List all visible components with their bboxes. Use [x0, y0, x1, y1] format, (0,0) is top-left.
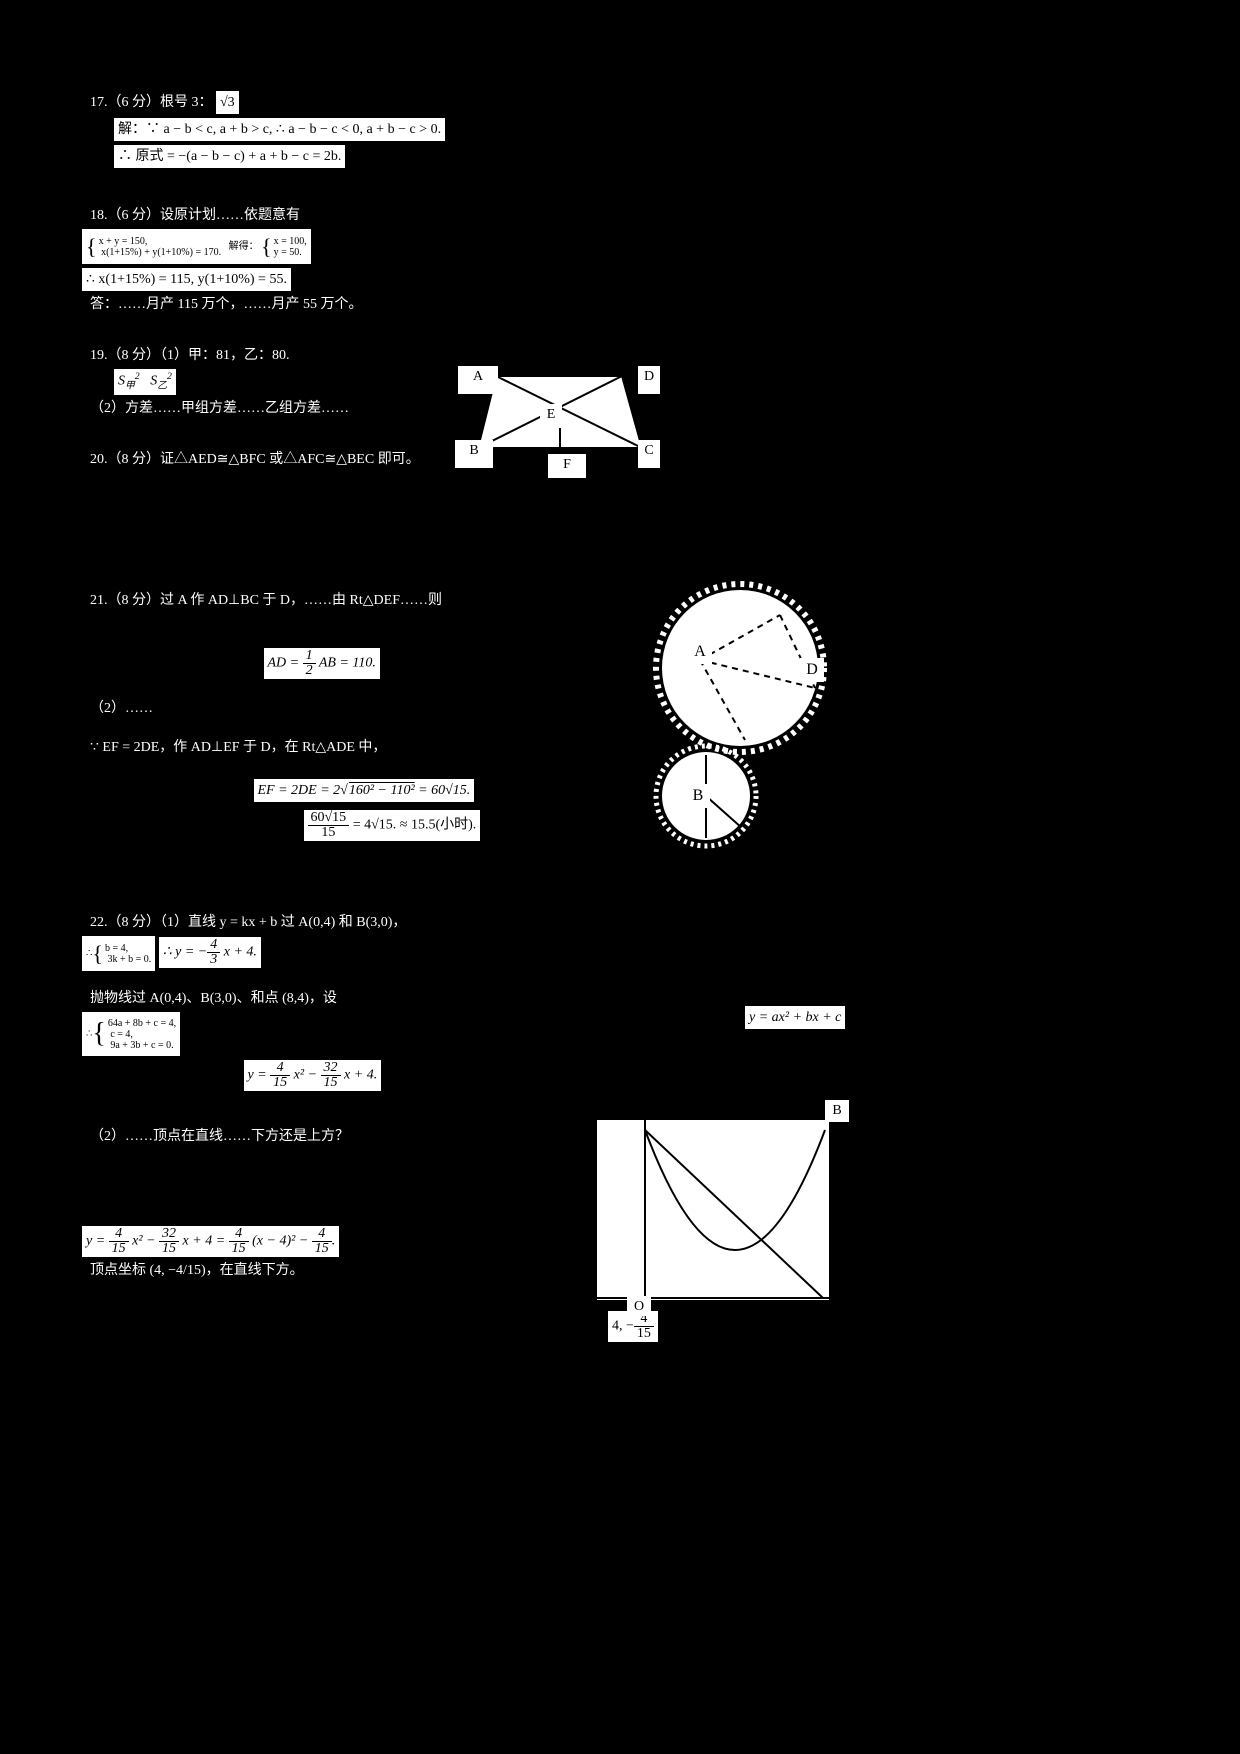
label-E: E [540, 404, 562, 428]
gear-label-D: D [800, 658, 824, 682]
p18-result: ∴ x(1+15%) = 115, y(1+10%) = 55. [82, 268, 291, 291]
p18-answer: 答：……月产 115 万个，……月产 55 万个。 [90, 294, 830, 315]
gear-label-A: A [688, 640, 712, 664]
p17-header: 17.（6 分）根号 3： √3 [90, 90, 830, 115]
figure-trapezoid: A D E B F C [458, 370, 658, 480]
p22-sys2: ∴{64a + 8b + c = 4, c = 4, 9a + 3b + c =… [82, 1012, 180, 1056]
gears-svg [630, 580, 840, 860]
graph-label-B: B [825, 1100, 849, 1122]
figure-gears: A D B [630, 580, 840, 860]
p19-s-squared: S甲2 S乙2 [114, 369, 176, 395]
p18-system: {x + y = 150, x(1+15%) + y(1+10%) = 170.… [82, 229, 311, 264]
p22-line-eq: ∴ y = −43 x + 4. [159, 937, 261, 968]
p21-ad: AD = 12 AB = 110. [264, 648, 380, 679]
label-D: D [638, 366, 660, 394]
p22-note2: 抛物线过 A(0,4)、B(3,0)、和点 (8,4)，设 [90, 988, 830, 1009]
p22-header: 22.（8 分）（1）直线 y = kx + b 过 A(0,4) 和 B(3,… [90, 912, 830, 933]
graph-svg [585, 1070, 845, 1330]
label-F: F [548, 454, 586, 478]
p22-parabola-form: y = ax² + bx + c [745, 1006, 845, 1029]
label-C: C [638, 440, 660, 468]
p17-l2: ∴ 原式 = −(a − b − c) + a + b − c = 2b. [114, 145, 345, 168]
p17-l1: 解：∵ a − b < c, a + b > c, ∴ a − b − c < … [114, 118, 445, 141]
p22-sys1: ∴{b = 4, 3k + b = 0. [82, 936, 155, 971]
label-A: A [458, 366, 498, 394]
p22-parabola: y = 415 x² − 3215 x + 4. [244, 1060, 382, 1091]
p17-sqrt3: √3 [216, 91, 239, 114]
p21-final: 60√1515 = 4√15. ≈ 15.5(小时). [304, 810, 481, 841]
gear-label-B: B [686, 784, 710, 808]
p18-header: 18.（6 分）设原计划……依题意有 [90, 205, 830, 226]
p21-ef: EF = 2DE = 2√160² − 110² = 60√15. [254, 779, 475, 802]
p22-vertex-eq: y = 415 x² − 3215 x + 4 = 415 (x − 4)² −… [82, 1226, 339, 1257]
label-B: B [455, 440, 493, 468]
page: 17.（6 分）根号 3： √3 解：∵ a − b < c, a + b > … [0, 0, 1240, 1754]
figure-graph: B O [585, 1070, 845, 1330]
p19-header: 19.（8 分）（1）甲：81，乙：80. [90, 345, 830, 366]
graph-label-O: O [627, 1296, 651, 1316]
